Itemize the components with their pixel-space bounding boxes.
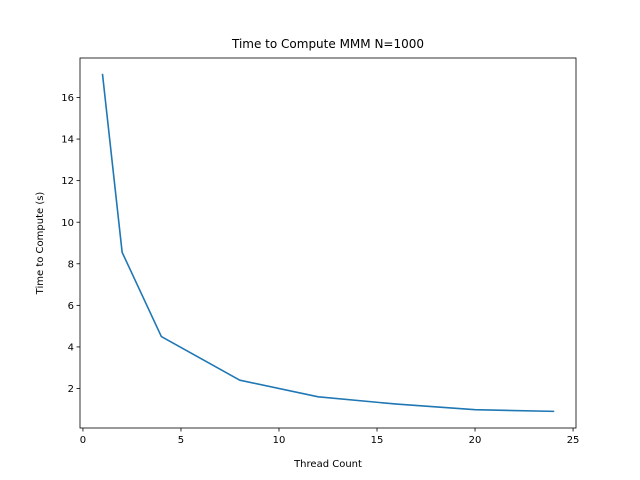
plot-background bbox=[80, 58, 576, 428]
x-tick-label: 15 bbox=[371, 435, 384, 446]
y-tick-label: 2 bbox=[68, 384, 74, 395]
y-tick-label: 12 bbox=[61, 176, 74, 187]
series-line bbox=[101, 73, 555, 413]
plot-frame bbox=[79, 57, 577, 429]
y-tick-label: 10 bbox=[61, 218, 74, 229]
series-layer bbox=[101, 73, 555, 413]
x-tick-label: 25 bbox=[567, 435, 580, 446]
chart-title: Time to Compute MMM N=1000 bbox=[231, 37, 424, 51]
x-tick-label: 5 bbox=[178, 435, 184, 446]
y-tick-label: 14 bbox=[61, 135, 74, 146]
x-tick-label: 20 bbox=[469, 435, 482, 446]
x-tick-label: 0 bbox=[80, 435, 86, 446]
x-axis: 0 5 10 15 20 25 bbox=[80, 428, 580, 446]
y-axis-label: Time to Compute (s) bbox=[35, 192, 46, 296]
x-tick-label: 10 bbox=[273, 435, 286, 446]
y-tick-label: 6 bbox=[68, 301, 74, 312]
y-axis: 2 4 6 8 10 12 14 16 bbox=[61, 93, 80, 395]
y-tick-label: 4 bbox=[68, 343, 74, 354]
y-tick-label: 8 bbox=[68, 259, 74, 270]
plot-area bbox=[80, 58, 576, 428]
x-axis-label: Thread Count bbox=[293, 459, 362, 470]
y-tick-label: 16 bbox=[61, 93, 74, 104]
